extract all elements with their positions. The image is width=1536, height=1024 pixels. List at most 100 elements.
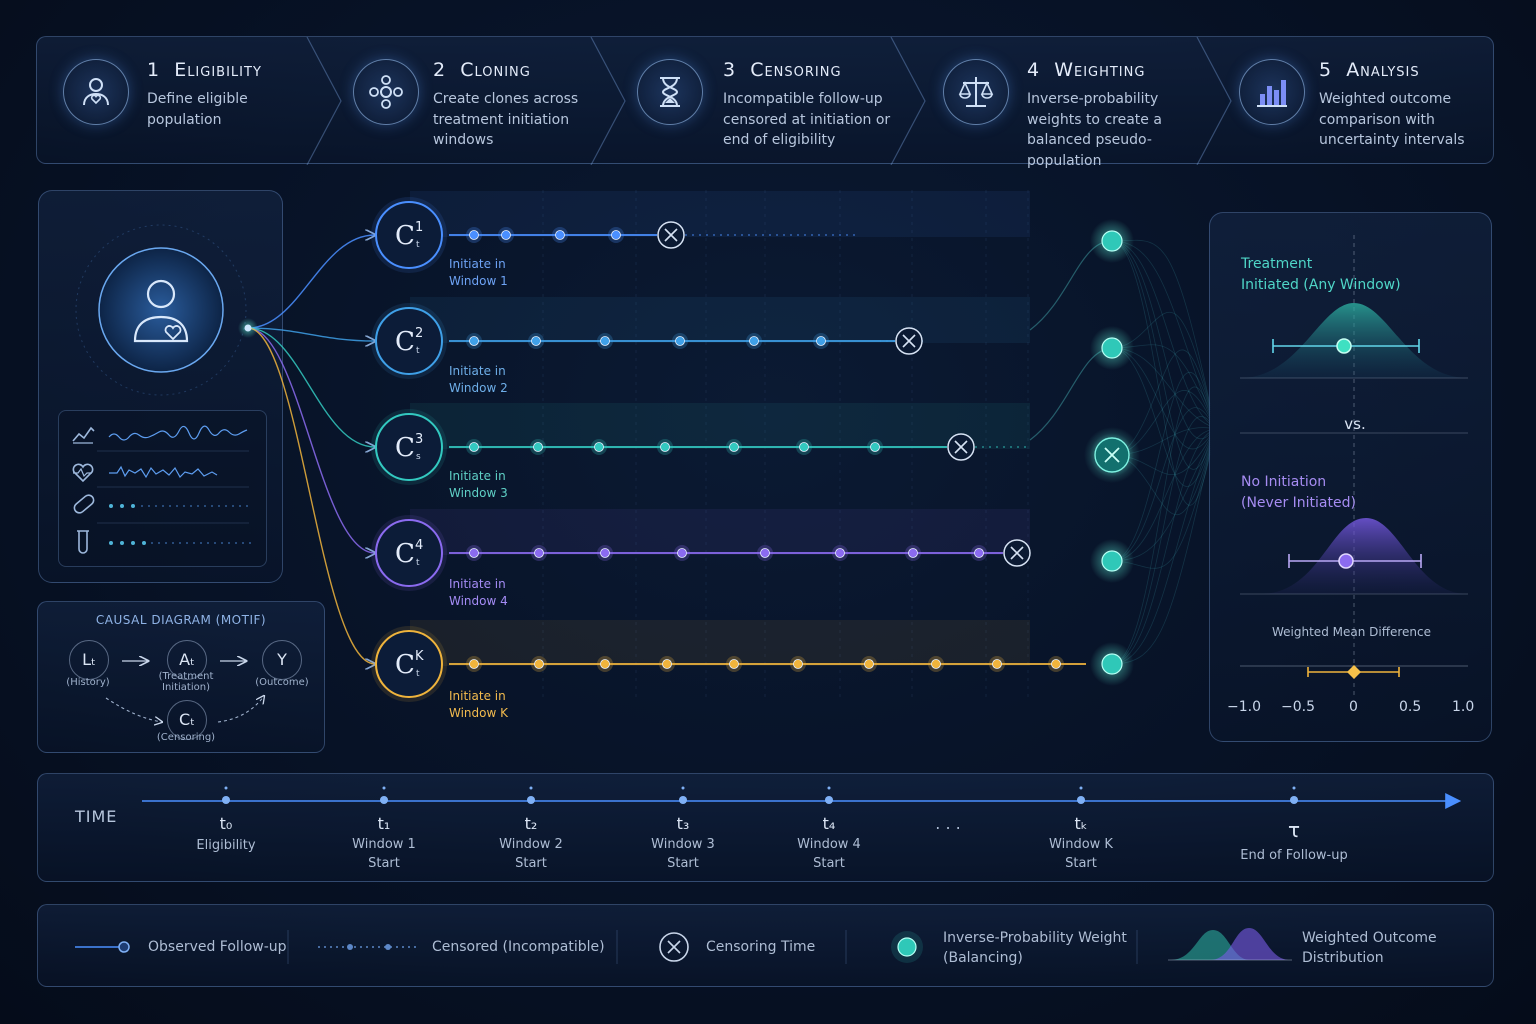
step-cloning: 2 Cloning Create clones across treatment… (327, 37, 617, 165)
clone-symbol: C (395, 433, 415, 463)
tick-ellipsis: . . . (935, 814, 961, 833)
clone-node (375, 413, 443, 481)
clone-2-label: Initiate in Window 2 (449, 364, 508, 395)
no-initiation-label: No Initiation (Never Initiated) (1241, 474, 1356, 511)
follow-up-point (749, 336, 759, 346)
branch-arrow (247, 235, 375, 329)
converge-line (1111, 240, 1211, 506)
follow-up-point (793, 659, 803, 669)
follow-up-point (555, 230, 565, 240)
follow-up-point (469, 442, 479, 452)
axis-tick: −0.5 (1281, 699, 1315, 715)
follow-up-point (469, 336, 479, 346)
follow-up-point (534, 659, 544, 669)
censoring-time-icon (659, 932, 689, 962)
chevron-right-icon (1196, 37, 1232, 165)
follow-up-point (531, 336, 541, 346)
patient-signals-panel (58, 410, 267, 567)
follow-up-point (729, 442, 739, 452)
time-axis-label: TIME (75, 807, 118, 826)
step-censoring: 3 Censoring Incompatible follow-up censo… (617, 37, 917, 165)
clone-node (375, 201, 443, 269)
causal-diagram-panel: CAUSAL DIAGRAM (MOTIF) Lₜ (History) Aₜ (… (37, 601, 325, 753)
clone-superscript: K (415, 649, 424, 664)
clone-symbol: C (395, 539, 415, 569)
distribution-icon (1168, 928, 1292, 961)
result-panel: Treatment Initiated (Any Window) vs. No I… (1209, 212, 1492, 742)
tick-t4: t₄ (822, 814, 836, 833)
node-history: Lₜ (69, 640, 109, 680)
follow-up-point (1051, 659, 1061, 669)
follow-up-point (870, 442, 880, 452)
clone-node (375, 519, 443, 587)
branch-arrow (247, 327, 375, 664)
censoring-x (664, 228, 678, 242)
clone-band (410, 509, 1030, 555)
censored-symbol (318, 944, 418, 950)
follow-up-point (816, 336, 826, 346)
step-description: Incompatible follow-up censored at initi… (723, 91, 891, 148)
follow-up-point (662, 659, 672, 669)
follow-up-point (660, 442, 670, 452)
legend-ip-weight: Inverse-Probability Weight (Balancing) (943, 930, 1127, 966)
clone-superscript: 3 (415, 432, 423, 447)
treatment-group-label: Treatment Initiated (Any Window) (1241, 256, 1401, 293)
legend-censoring-time: Censoring Time (706, 939, 816, 955)
follow-up-point (534, 548, 544, 558)
tick-label: Window 3 Start (651, 837, 715, 871)
censoring-x (902, 334, 916, 348)
clone-superscript: 2 (415, 326, 423, 341)
follow-up-point (799, 442, 809, 452)
follow-up-point (729, 659, 739, 669)
test-tube-icon (77, 530, 89, 554)
follow-up-point (469, 659, 479, 669)
tick-tk: tₖ (1074, 814, 1088, 833)
follow-up-point (992, 659, 1002, 669)
chevron-right-icon (590, 37, 626, 165)
weighted-mean-difference-label: Weighted Mean Difference (1272, 625, 1431, 639)
step-description: Create clones across treatment initiatio… (433, 91, 579, 148)
chevron-right-icon (306, 37, 342, 165)
clone-band (410, 620, 1030, 666)
clone-1-label: Initiate in Window 1 (449, 257, 508, 288)
follow-up-point (501, 230, 511, 240)
patient-avatar-icon (75, 224, 247, 396)
weight-node (1101, 653, 1123, 675)
step-weighting: 4 Weighting Inverse-probability weights … (917, 37, 1217, 169)
hourglass-icon (637, 59, 703, 125)
clone-band (410, 403, 1030, 449)
bar-chart-icon (1239, 59, 1305, 125)
step-eligibility: 1 Eligibility Define eligible population (37, 37, 327, 165)
branch-arrow (247, 327, 375, 341)
clone-superscript: 1 (415, 220, 423, 235)
step-description: Inverse-probability weights to create a … (1027, 91, 1162, 169)
node-censoring: Cₜ (167, 700, 207, 740)
axis-tick: 0 (1349, 699, 1358, 715)
step-title: 3 Censoring (723, 59, 842, 81)
follow-up-point (611, 230, 621, 240)
vs-label: vs. (1344, 415, 1366, 433)
node-label: (Treatment Initiation) (158, 671, 214, 693)
patient-card (38, 190, 283, 583)
weight-node (1101, 550, 1123, 572)
tick-tau: τ (1287, 818, 1301, 842)
node-outcome: Y (262, 640, 302, 680)
clone-4-label: Initiate in Window 4 (449, 577, 508, 608)
step-title: 1 Eligibility (147, 59, 262, 81)
step-description: Weighted outcome comparison with uncerta… (1319, 91, 1465, 148)
follow-up-point (469, 230, 479, 240)
clone-symbol: C (395, 221, 415, 251)
outcome-distributions (1240, 235, 1468, 699)
weight-node-icon (891, 931, 923, 963)
clone-3-label: Initiate in Window 3 (449, 469, 508, 500)
clone-symbol: C (395, 327, 415, 357)
step-title: 5 Analysis (1319, 59, 1420, 81)
tick-label: End of Follow-up (1240, 848, 1348, 863)
converge-line (1111, 416, 1211, 665)
close-icon (1104, 447, 1120, 463)
censoring-x (1010, 546, 1024, 560)
converge-line (1111, 372, 1211, 562)
weight-node (1101, 230, 1123, 252)
weight-node (1101, 337, 1123, 359)
node-label: (Censoring) (156, 732, 216, 743)
